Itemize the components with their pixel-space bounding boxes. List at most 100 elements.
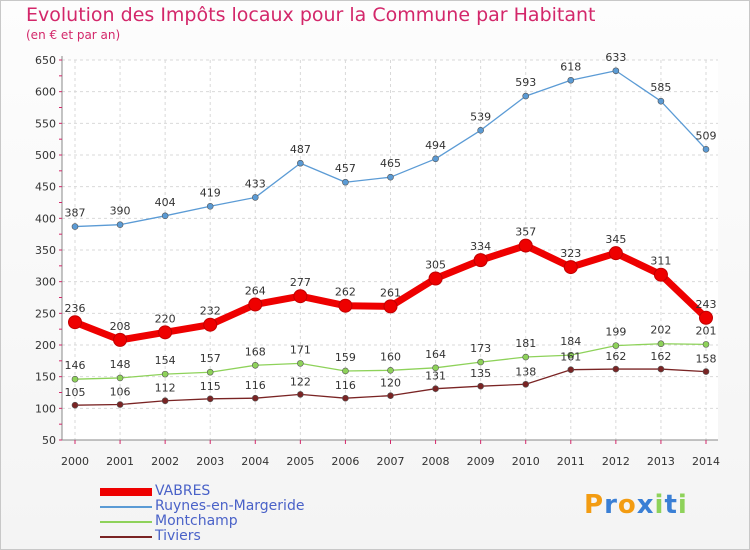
data-label: 158 — [696, 353, 717, 366]
legend-label: VABRES — [155, 483, 211, 499]
data-point — [68, 315, 82, 330]
data-point — [251, 361, 259, 369]
data-label: 202 — [650, 324, 671, 337]
data-label: 181 — [515, 337, 536, 350]
data-point — [567, 76, 575, 84]
x-tick-label: 2011 — [557, 455, 585, 468]
data-point — [116, 401, 124, 408]
y-tick-label: 200 — [35, 339, 56, 352]
data-point — [432, 364, 439, 372]
y-tick-label: 450 — [35, 181, 56, 194]
data-point — [161, 212, 169, 220]
data-label: 160 — [380, 350, 401, 363]
y-tick-label: 400 — [35, 212, 56, 225]
x-tick-label: 2012 — [602, 455, 630, 468]
data-label: 159 — [335, 351, 356, 364]
data-point — [297, 159, 304, 167]
data-label: 220 — [155, 312, 176, 325]
data-point — [293, 289, 308, 304]
chart-title: Evolution des Impôts locaux pour la Comm… — [26, 4, 596, 26]
data-point — [657, 97, 665, 105]
data-point — [522, 92, 530, 100]
data-point — [116, 374, 124, 382]
proxiti-logo: Proxiti — [584, 490, 688, 520]
data-label: 262 — [335, 286, 356, 299]
x-tick-label: 2013 — [647, 455, 675, 468]
data-point — [612, 342, 620, 349]
legend-swatch — [100, 521, 152, 523]
logo-letter: P — [584, 490, 605, 520]
data-point — [71, 223, 79, 230]
data-label: 232 — [200, 305, 221, 318]
data-point — [387, 173, 394, 181]
x-tick-label: 2007 — [377, 455, 405, 468]
line-chart: 50 100 150 200 250 300 350 400 450 500 550 600 650 20… — [35, 51, 720, 468]
data-label: 465 — [380, 157, 401, 170]
data-point — [473, 253, 488, 268]
data-label: 494 — [425, 139, 446, 152]
y-tick-label: 250 — [35, 307, 56, 320]
data-label: 112 — [155, 382, 176, 395]
data-label: 539 — [470, 110, 491, 123]
data-label: 184 — [560, 335, 581, 348]
data-label: 236 — [65, 302, 86, 315]
x-tick-label: 2014 — [692, 455, 720, 468]
x-tick-label: 2008 — [422, 455, 450, 468]
data-label: 264 — [245, 284, 266, 297]
logo-letter: x — [636, 490, 655, 520]
data-point — [71, 401, 79, 409]
data-point — [71, 375, 79, 383]
legend-swatch — [100, 536, 152, 538]
data-label: 116 — [335, 379, 356, 392]
data-label: 261 — [380, 286, 401, 299]
data-label: 334 — [470, 240, 491, 253]
logo-letter: t — [664, 490, 678, 520]
data-label: 157 — [200, 352, 221, 365]
data-label: 122 — [290, 375, 311, 388]
data-point — [158, 325, 173, 340]
data-label: 387 — [65, 207, 86, 220]
data-point — [699, 310, 713, 325]
data-point — [113, 332, 128, 347]
data-label: 161 — [560, 351, 581, 364]
data-label: 173 — [470, 342, 491, 355]
data-point — [522, 380, 530, 388]
data-label: 487 — [290, 143, 311, 156]
x-tick-label: 2002 — [151, 455, 179, 468]
data-label: 105 — [65, 386, 86, 399]
data-point — [387, 392, 394, 399]
data-point — [702, 146, 710, 153]
y-tick-label: 300 — [35, 276, 56, 289]
data-label: 433 — [245, 177, 266, 190]
data-label: 323 — [560, 247, 581, 260]
data-label: 148 — [110, 358, 131, 371]
data-point — [567, 366, 575, 374]
y-tick-label: 50 — [42, 434, 56, 447]
data-label: 146 — [65, 359, 86, 372]
data-point — [428, 271, 443, 286]
data-label: 390 — [110, 205, 131, 218]
data-point — [567, 351, 575, 359]
x-tick-label: 2004 — [241, 455, 269, 468]
data-label: 208 — [110, 320, 131, 333]
data-point — [477, 358, 484, 366]
data-point — [248, 297, 263, 312]
chart-subtitle: (en € et par an) — [26, 28, 121, 42]
data-label: 106 — [110, 386, 131, 399]
y-tick-label: 150 — [35, 371, 56, 384]
data-point — [612, 67, 620, 75]
data-label: 633 — [605, 51, 626, 64]
data-point — [657, 340, 665, 348]
data-label: 201 — [696, 324, 717, 337]
data-point — [522, 353, 530, 361]
data-label: 585 — [650, 81, 671, 94]
data-point — [206, 203, 214, 210]
legend-label: Ruynes-en-Margeride — [155, 498, 305, 514]
data-label: 168 — [245, 345, 266, 358]
logo-letter: r — [604, 490, 618, 520]
data-label: 162 — [605, 350, 626, 363]
data-point — [206, 368, 214, 376]
legend-swatch — [100, 506, 152, 508]
data-label: 457 — [335, 162, 356, 175]
x-tick-label: 2003 — [196, 455, 224, 468]
